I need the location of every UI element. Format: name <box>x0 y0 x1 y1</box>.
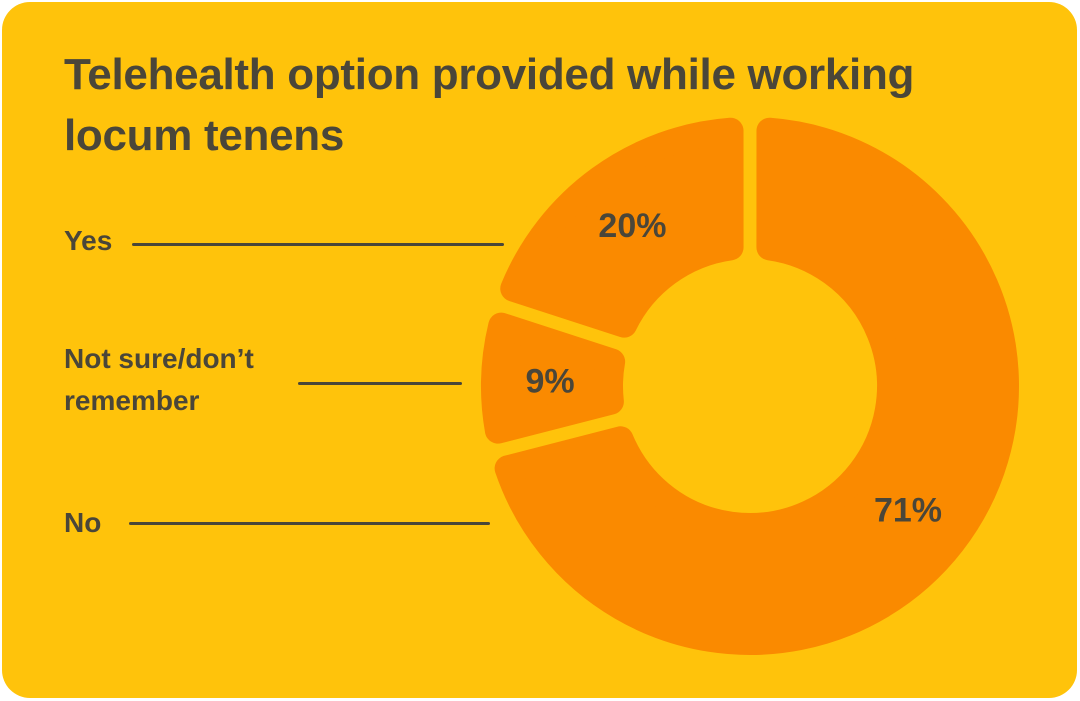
legend-label-not-sure: Not sure/don’t remember <box>64 338 304 422</box>
leader-line-yes <box>132 243 504 246</box>
legend-label-not-sure-line-1: Not sure/don’t <box>64 343 254 374</box>
legend-label-not-sure-line-2: remember <box>64 385 200 416</box>
chart-title-line-2: locum tenens <box>64 111 345 160</box>
legend-label-yes: Yes <box>64 225 113 256</box>
leader-line-not-sure <box>298 382 462 385</box>
legend-label-no: No <box>64 507 102 538</box>
chart-title-line-1: Telehealth option provided while working <box>64 50 915 99</box>
leader-line-no <box>129 522 490 525</box>
chart-title: Telehealth option provided while working… <box>64 44 1054 166</box>
